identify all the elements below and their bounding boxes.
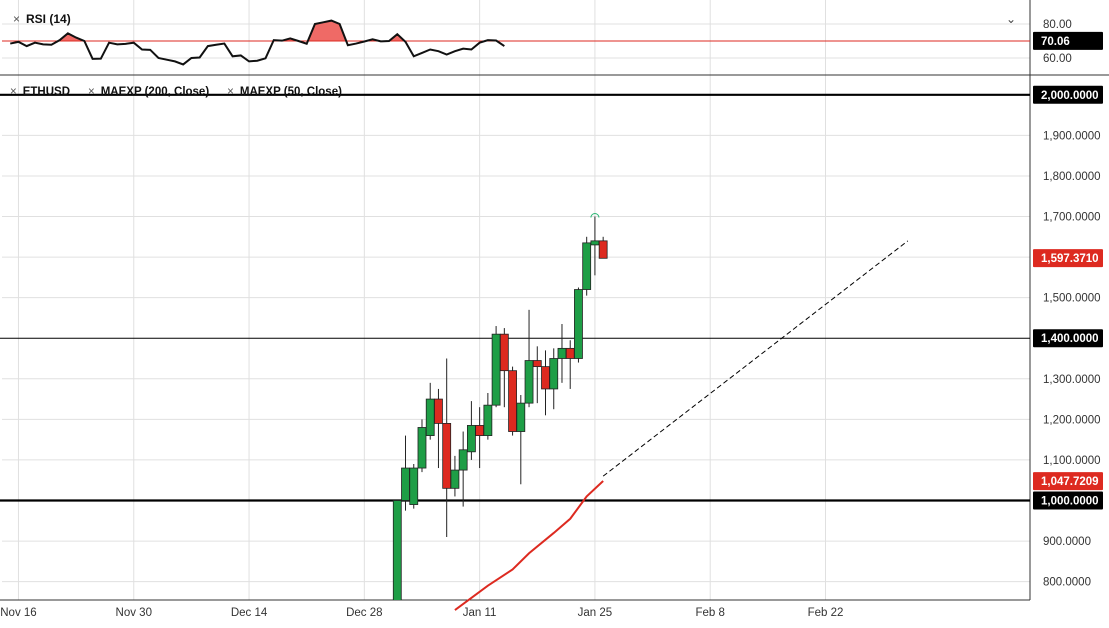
candle-body (442, 423, 452, 489)
candle-body (483, 404, 493, 436)
indicator-close-icon[interactable]: × (88, 86, 95, 98)
candle-body (565, 347, 575, 359)
rsi-tick-label: 60.00 (1043, 53, 1072, 65)
price-tick-label: 1,300.0000 (1043, 374, 1101, 386)
level-label-1000: 1,000.0000 (1041, 496, 1099, 508)
candle-body (392, 500, 402, 600)
time-tick-label: Jan 25 (578, 607, 613, 619)
candle-body (516, 402, 526, 432)
candle-body (466, 425, 476, 453)
rsi-title-text: RSI (14) (26, 12, 71, 26)
candle-body (475, 425, 485, 436)
time-tick-label: Dec 14 (231, 607, 268, 619)
indicator-label-200: MAEXP (200, Close) (100, 86, 210, 98)
candle-body (458, 449, 468, 471)
candle-body (409, 467, 419, 505)
indicator-label-50: MAEXP (50, Close) (239, 86, 342, 98)
indicator-close-icon[interactable]: × (227, 86, 234, 98)
collapse-chevron-icon[interactable]: ⌄ (1006, 12, 1017, 26)
candle-body (450, 469, 460, 489)
peak-marker (590, 213, 600, 218)
price-tick-label: 1,700.0000 (1043, 212, 1101, 224)
rsi-title: × RSI (14) (13, 12, 71, 26)
price-tick-label: 1,800.0000 (1043, 171, 1101, 183)
rsi-close-icon[interactable]: × (13, 12, 21, 26)
price-tick-label: 800.0000 (1043, 577, 1091, 589)
candle-body (590, 240, 600, 246)
ma-value-label: 1,047.7209 (1041, 476, 1099, 488)
dashed-trendline (602, 240, 909, 477)
rsi-overbought-area (389, 34, 405, 41)
price-tick-label: 1,500.0000 (1043, 293, 1101, 305)
time-tick-label: Nov 30 (116, 607, 152, 619)
candle-body (532, 360, 542, 368)
candle-body (508, 370, 517, 432)
price-tick-label: 1,200.0000 (1043, 414, 1101, 426)
time-tick-label: Feb 22 (808, 607, 844, 619)
price-tick-label: 900.0000 (1043, 536, 1091, 548)
rsi-line (10, 19, 505, 66)
last-price-label-badge-bg (1033, 249, 1103, 268)
candle-body (598, 240, 608, 259)
candle-body (491, 333, 501, 406)
rsi-overbought-area (307, 20, 347, 41)
ma-line (454, 480, 604, 611)
rsi-current-label: 70.06 (1041, 36, 1070, 48)
candle-body (499, 333, 509, 372)
candle-body (425, 398, 435, 436)
level-label-1400: 1,400.0000 (1041, 333, 1099, 345)
candle-body (574, 289, 583, 359)
level-label-2000: 2,000.0000 (1041, 90, 1099, 102)
last-price-label: 1,597.3710 (1041, 253, 1099, 265)
candle-body (549, 358, 559, 390)
price-tick-label: 1,100.0000 (1043, 455, 1101, 467)
level-label-2000-badge-bg (1033, 85, 1103, 104)
time-tick-label: Jan 11 (463, 607, 497, 619)
level-label-1000-badge-bg (1033, 491, 1103, 510)
candle-body (582, 242, 592, 290)
candle-body (541, 366, 550, 390)
candle-body (524, 360, 534, 404)
symbol-label: ETHUSD (22, 86, 70, 98)
time-tick-label: Feb 8 (695, 607, 724, 619)
rsi-tick-label: 80.00 (1043, 19, 1072, 31)
level-label-1400-badge-bg (1033, 329, 1103, 348)
ma-value-label-badge-bg (1033, 472, 1103, 491)
candle-body (434, 398, 443, 424)
time-tick-label: Nov 16 (0, 607, 36, 619)
symbol-close-icon[interactable]: × (10, 86, 17, 98)
rsi-current-label-badge-bg (1033, 31, 1103, 50)
time-tick-label: Dec 28 (346, 607, 382, 619)
candle-body (417, 427, 427, 469)
candle-body (557, 347, 567, 359)
price-legend: × ETHUSD × MAEXP (200, Close) × MAEXP (50, Cl… (4, 86, 342, 98)
price-tick-label: 1,900.0000 (1043, 130, 1101, 142)
candle-body (401, 467, 410, 501)
